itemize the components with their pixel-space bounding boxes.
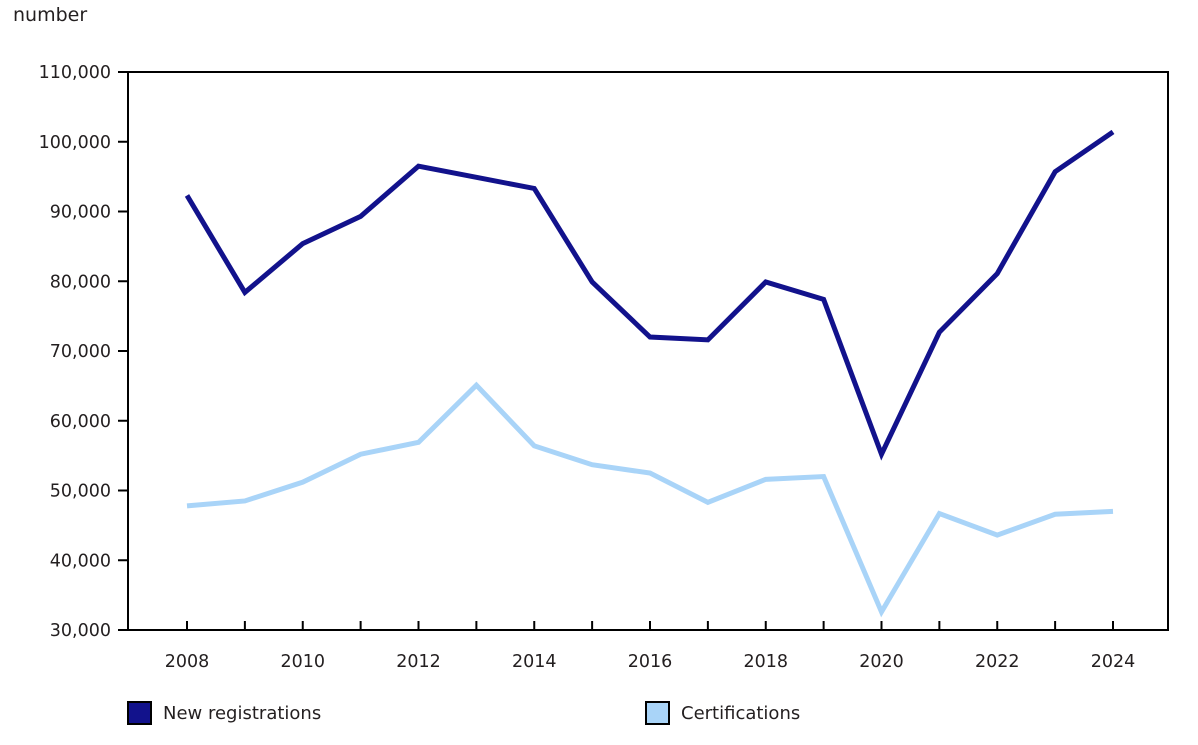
y-axis-tick-label: 70,000 xyxy=(50,342,111,362)
y-axis-tick-label: 50,000 xyxy=(50,482,111,502)
y-axis-tick-label: 60,000 xyxy=(50,412,111,432)
y-axis-unit-label: number xyxy=(13,4,88,26)
y-axis-tick-label: 90,000 xyxy=(50,203,111,223)
line-chart-plot-area: 110,000 100,000 90,000 80,000 70,000 60,000 50… xyxy=(39,63,1169,672)
series-line-certifications xyxy=(186,381,1114,618)
x-axis-tick-label: 2022 xyxy=(975,652,1020,672)
x-axis-tick-label: 2008 xyxy=(165,652,210,672)
y-axis-tick-label: 40,000 xyxy=(50,551,111,571)
y-axis-tick-label: 80,000 xyxy=(50,272,111,292)
plot-border xyxy=(127,71,1169,631)
legend-item-certifications: Certifications xyxy=(645,701,800,725)
legend-swatch-new-registrations xyxy=(127,701,152,725)
y-axis-tick-label: 30,000 xyxy=(50,621,111,641)
x-axis-tick-label: 2020 xyxy=(859,652,904,672)
y-axis-tick-label: 110,000 xyxy=(39,63,111,83)
legend-label-new-registrations: New registrations xyxy=(163,702,322,724)
y-axis-tick-label: 100,000 xyxy=(39,133,111,153)
x-axis-tick-label: 2016 xyxy=(628,652,673,672)
x-axis-tick-label: 2024 xyxy=(1091,652,1136,672)
x-axis-tick-label: 2010 xyxy=(280,652,325,672)
x-axis-tick-label: 2014 xyxy=(512,652,557,672)
legend-swatch-certifications xyxy=(645,701,670,725)
legend-label-certifications: Certifications xyxy=(681,702,801,724)
x-axis-tick-label: 2012 xyxy=(396,652,441,672)
legend: New registrations Certifications xyxy=(0,701,1198,735)
legend-item-new-registrations: New registrations xyxy=(127,701,321,725)
series-line-new-registrations xyxy=(184,129,1115,461)
x-axis-tick-label: 2018 xyxy=(743,652,788,672)
